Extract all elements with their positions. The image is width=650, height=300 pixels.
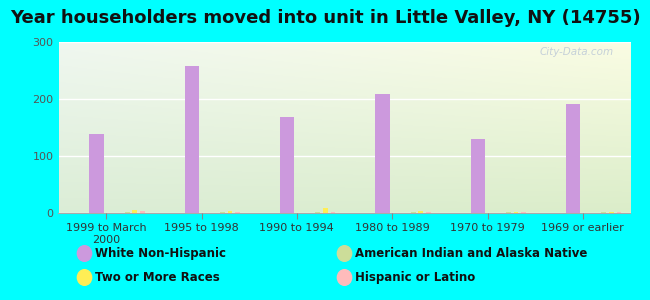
Bar [227, 211, 233, 213]
Bar [331, 212, 335, 213]
Text: Two or More Races: Two or More Races [95, 271, 220, 284]
Text: American Indian and Alaska Native: American Indian and Alaska Native [355, 247, 588, 260]
Bar [617, 212, 621, 213]
Bar [521, 212, 526, 213]
Bar [140, 211, 145, 213]
Bar [185, 66, 199, 213]
Text: Year householders moved into unit in Little Valley, NY (14755): Year householders moved into unit in Lit… [10, 9, 640, 27]
Bar [235, 212, 240, 213]
Bar [323, 208, 328, 213]
Bar [506, 212, 511, 213]
Bar [471, 139, 485, 213]
Bar [315, 212, 320, 213]
Bar [426, 212, 431, 213]
Bar [411, 212, 415, 213]
Bar [133, 210, 137, 213]
Bar [376, 94, 390, 213]
Bar [566, 104, 580, 213]
Bar [609, 212, 614, 213]
Text: White Non-Hispanic: White Non-Hispanic [95, 247, 226, 260]
Text: Hispanic or Latino: Hispanic or Latino [355, 271, 475, 284]
Bar [125, 212, 129, 213]
Bar [419, 211, 423, 213]
Bar [514, 212, 519, 213]
Bar [90, 134, 104, 213]
Text: City-Data.com: City-Data.com [540, 47, 614, 57]
Bar [280, 117, 294, 213]
Bar [220, 212, 225, 213]
Bar [601, 212, 606, 213]
